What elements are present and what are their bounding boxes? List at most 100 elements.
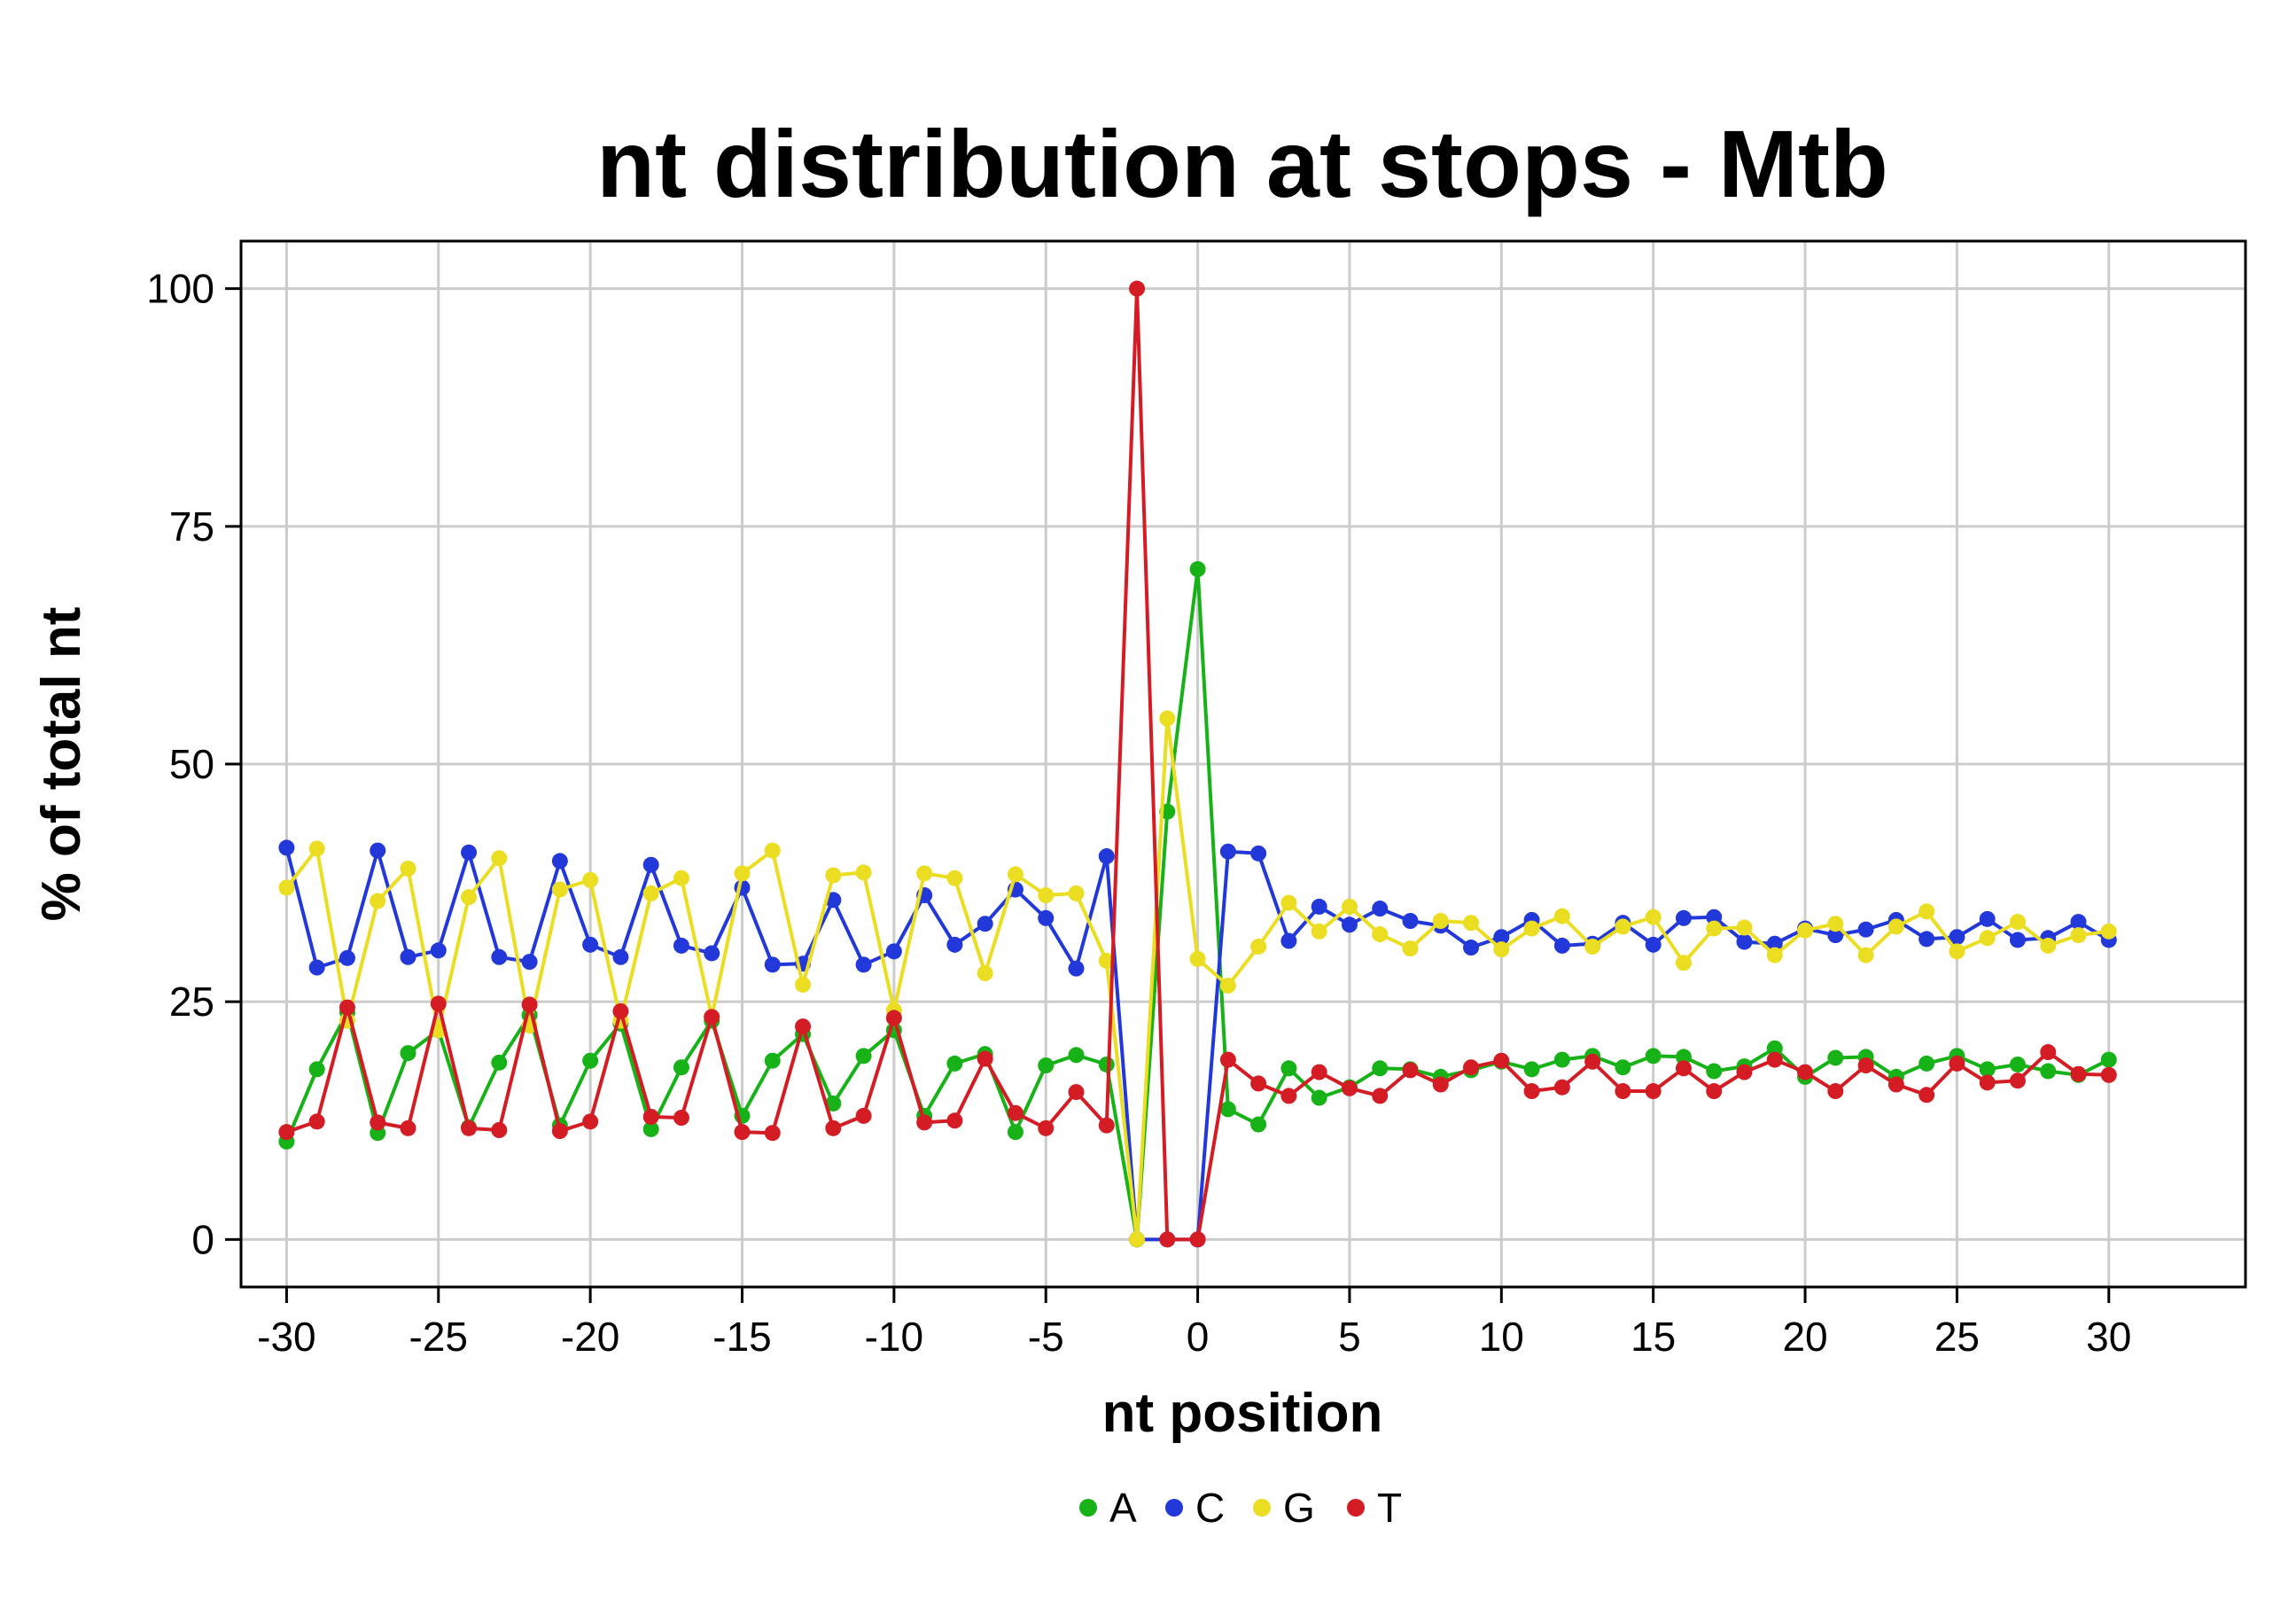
data-point-T [916, 1114, 933, 1131]
data-point-C [1675, 909, 1692, 926]
data-point-T [1311, 1064, 1327, 1080]
data-point-G [1979, 930, 1996, 947]
data-point-G [370, 893, 386, 909]
data-point-T [339, 999, 355, 1016]
data-point-G [1341, 898, 1358, 915]
data-point-T [1189, 1231, 1206, 1248]
data-point-T [2009, 1072, 2026, 1089]
data-point-C [278, 839, 295, 856]
data-point-C [704, 945, 720, 962]
data-point-A [1219, 1101, 1236, 1118]
data-point-A [1827, 1049, 1844, 1066]
data-point-A [1311, 1089, 1327, 1106]
data-point-A [582, 1052, 599, 1069]
data-point-G [582, 871, 599, 888]
x-tick-label: 15 [1631, 1314, 1676, 1360]
data-point-T [1827, 1083, 1844, 1100]
legend-item-A: A [1079, 1485, 1137, 1531]
data-point-T [1584, 1053, 1601, 1070]
x-axis-title: nt position [1102, 1383, 1383, 1444]
y-tick-label: 50 [169, 741, 214, 787]
data-point-A [855, 1048, 872, 1065]
data-point-C [461, 844, 478, 861]
data-point-G [1584, 938, 1601, 955]
data-point-C [2009, 932, 2026, 948]
data-point-G [1706, 920, 1723, 937]
x-tick-label: 20 [1782, 1314, 1827, 1360]
data-point-G [551, 881, 568, 898]
data-point-T [795, 1018, 812, 1035]
data-point-T [1493, 1052, 1510, 1069]
data-point-T [1372, 1088, 1389, 1104]
data-point-G [1432, 913, 1449, 929]
data-point-C [673, 937, 689, 954]
data-point-G [1857, 947, 1874, 963]
data-point-T [1919, 1087, 1935, 1104]
data-point-A [1523, 1061, 1540, 1078]
data-point-G [1068, 885, 1085, 901]
x-tick-label: 0 [1187, 1314, 1210, 1360]
data-point-T [1523, 1083, 1540, 1100]
data-point-G [1402, 940, 1419, 957]
y-tick-label: 100 [146, 266, 214, 312]
data-point-C [1402, 913, 1419, 929]
data-point-T [2100, 1066, 2117, 1083]
data-point-A [1645, 1048, 1662, 1065]
data-point-A [1675, 1049, 1692, 1065]
data-point-T [2040, 1044, 2057, 1061]
data-point-G [1523, 920, 1540, 937]
data-point-T [1979, 1074, 1996, 1091]
data-point-C [308, 959, 325, 976]
data-point-T [400, 1119, 416, 1136]
data-point-T [946, 1112, 963, 1129]
data-point-A [1706, 1063, 1723, 1080]
data-point-A [1250, 1116, 1267, 1133]
data-point-G [1372, 926, 1389, 943]
data-point-C [400, 948, 416, 965]
data-series [278, 280, 2117, 1248]
data-point-G [1219, 977, 1236, 994]
data-point-T [308, 1113, 325, 1130]
data-point-G [1645, 909, 1662, 925]
data-point-G [1736, 919, 1753, 936]
data-point-T [1038, 1119, 1055, 1136]
data-point-C [1068, 960, 1085, 977]
data-point-G [400, 861, 416, 877]
x-tick-label: 5 [1338, 1314, 1361, 1360]
y-tick-label: 0 [191, 1216, 214, 1262]
data-point-T [1766, 1051, 1783, 1068]
x-tick-label: 10 [1479, 1314, 1524, 1360]
x-tick-label: -5 [1028, 1314, 1064, 1360]
data-point-T [1887, 1076, 1904, 1093]
x-tick-label: 30 [2086, 1314, 2131, 1360]
data-point-T [704, 1009, 720, 1026]
legend-label: G [1283, 1485, 1315, 1531]
legend-item-C: C [1165, 1485, 1225, 1531]
data-point-T [1402, 1062, 1419, 1079]
x-tick-label: -20 [561, 1314, 619, 1360]
data-point-A [1098, 1056, 1115, 1072]
data-point-C [1341, 916, 1358, 933]
data-point-C [491, 948, 508, 965]
legend-marker [1347, 1499, 1365, 1517]
data-point-A [1919, 1055, 1935, 1072]
data-point-C [521, 954, 538, 971]
data-point-T [1007, 1104, 1023, 1121]
data-point-T [1159, 1231, 1176, 1248]
data-point-G [795, 976, 812, 993]
data-point-T [370, 1114, 386, 1131]
data-point-T [1706, 1083, 1723, 1100]
data-point-G [2040, 937, 2057, 954]
legend-item-T: T [1347, 1485, 1402, 1531]
data-point-T [1219, 1051, 1236, 1068]
data-point-C [1219, 843, 1236, 860]
data-point-T [430, 995, 447, 1012]
data-point-G [1159, 710, 1176, 727]
data-point-A [491, 1054, 508, 1071]
data-point-C [1949, 929, 1965, 946]
data-point-C [612, 948, 629, 965]
data-point-C [1766, 935, 1783, 952]
data-point-G [2009, 914, 2026, 931]
data-point-C [1311, 898, 1327, 915]
data-point-C [1280, 932, 1297, 949]
